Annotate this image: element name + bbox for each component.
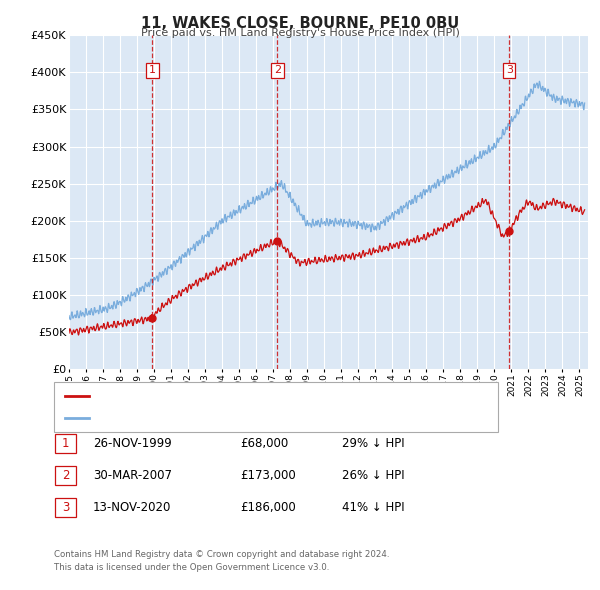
Text: £186,000: £186,000 [240,501,296,514]
Text: 2: 2 [274,65,281,76]
Text: 3: 3 [506,65,513,76]
Text: 11, WAKES CLOSE, BOURNE, PE10 0BU (detached house): 11, WAKES CLOSE, BOURNE, PE10 0BU (detac… [94,391,390,401]
Text: 13-NOV-2020: 13-NOV-2020 [93,501,172,514]
Text: 41% ↓ HPI: 41% ↓ HPI [342,501,404,514]
Text: £68,000: £68,000 [240,437,288,450]
Text: 11, WAKES CLOSE, BOURNE, PE10 0BU: 11, WAKES CLOSE, BOURNE, PE10 0BU [141,16,459,31]
Point [505,226,514,235]
Text: 1: 1 [149,65,156,76]
Text: 26-NOV-1999: 26-NOV-1999 [93,437,172,450]
Text: 3: 3 [62,501,69,514]
Point [148,314,157,323]
Text: 26% ↓ HPI: 26% ↓ HPI [342,469,404,482]
Text: 2: 2 [62,469,69,482]
Text: 30-MAR-2007: 30-MAR-2007 [93,469,172,482]
Text: Contains HM Land Registry data © Crown copyright and database right 2024.: Contains HM Land Registry data © Crown c… [54,550,389,559]
Point [272,236,282,245]
Text: HPI: Average price, detached house, South Kesteven: HPI: Average price, detached house, Sout… [94,413,368,423]
Text: £173,000: £173,000 [240,469,296,482]
Text: Price paid vs. HM Land Registry's House Price Index (HPI): Price paid vs. HM Land Registry's House … [140,28,460,38]
Text: 1: 1 [62,437,69,450]
Text: 29% ↓ HPI: 29% ↓ HPI [342,437,404,450]
Text: This data is licensed under the Open Government Licence v3.0.: This data is licensed under the Open Gov… [54,563,329,572]
